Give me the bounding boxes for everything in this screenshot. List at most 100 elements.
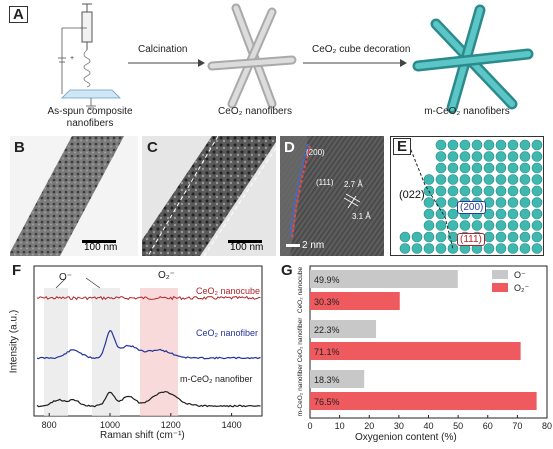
atom xyxy=(519,151,531,162)
atom xyxy=(495,243,507,254)
atom xyxy=(423,208,435,220)
caption-ceo2-nanofibers: CeO₂ nanofibers xyxy=(218,106,292,117)
bar-o2-minus xyxy=(310,392,537,410)
curve-label-m-nanofiber: m-CeO₂ nanofiber xyxy=(180,374,253,384)
bar-x-tick-label: 0 xyxy=(307,421,312,431)
atom xyxy=(495,231,507,243)
atom xyxy=(483,231,495,243)
panel-label-f: F xyxy=(12,262,22,279)
raman-xlabel: Raman shift (cm⁻¹) xyxy=(100,430,185,441)
arrow-icon xyxy=(198,59,205,67)
bar-o-minus xyxy=(310,270,458,288)
atom xyxy=(507,151,519,162)
scale-bar xyxy=(82,240,116,243)
raman-ylabel: Intensity (a.u.) xyxy=(8,309,20,374)
raman-x-tick-label: 1200 xyxy=(161,420,181,430)
bar-value-label: 76.5% xyxy=(314,397,340,407)
facet-outline xyxy=(408,144,454,250)
scale-bar-label: 100 nm xyxy=(230,242,264,253)
bar-o-minus xyxy=(310,320,377,338)
facet-label-200: (200) xyxy=(457,201,487,214)
electrospinning-setup-icon: + xyxy=(58,3,121,109)
bar-x-tick-label: 20 xyxy=(364,421,374,431)
panel-g-bar-chart: 49.9% 30.3% 22.3% 71.1% 18.3% 76.5% 0 10 20 30 40… xyxy=(297,265,552,431)
atom xyxy=(435,139,447,151)
scale-bar xyxy=(228,240,262,243)
atom xyxy=(495,139,507,151)
o-minus-label: O⁻ xyxy=(59,272,73,283)
atom xyxy=(519,174,531,185)
panel-f-raman-chart: 800 1000 1200 1400 xyxy=(33,265,263,430)
atom xyxy=(483,162,495,174)
raman-curve-nanofiber xyxy=(36,329,261,360)
bar-category-label: m-CeO₂ nanofiber xyxy=(297,363,304,416)
facet-label-022: (022) xyxy=(399,189,425,201)
atom xyxy=(447,151,459,162)
atom xyxy=(519,243,531,254)
scale-bar xyxy=(286,244,300,247)
panel-d-hrtem-image: (200) (111) 2.7 Å 3.1 Å 2 nm xyxy=(280,136,384,256)
svg-text:+: + xyxy=(70,55,74,62)
bar-value-label: 30.3% xyxy=(314,297,340,307)
atom xyxy=(423,174,435,185)
bar-o-minus xyxy=(310,370,365,388)
panel-label-d: D xyxy=(284,139,295,156)
atom xyxy=(507,162,519,174)
atom xyxy=(435,162,447,174)
atom xyxy=(483,151,495,162)
legend-swatch xyxy=(492,283,508,292)
atom xyxy=(495,197,507,208)
atom xyxy=(507,208,519,220)
panel-b-tem-image: 100 nm xyxy=(10,136,138,256)
legend-label: O₂⁻ xyxy=(514,283,529,293)
atom xyxy=(507,231,519,243)
atom xyxy=(411,243,423,254)
ceo2-nanofibers-icon xyxy=(207,3,297,109)
bar-x-tick-label: 80 xyxy=(542,421,552,431)
bar-value-label: 22.3% xyxy=(314,325,340,335)
atom xyxy=(531,174,543,185)
raman-curve-nanocube xyxy=(36,295,261,301)
atom xyxy=(423,197,435,208)
atom xyxy=(435,197,447,208)
step-cube-decoration: CeO₂ cube decoration xyxy=(312,44,411,55)
bar-category-label: CeO₂ nanofiber xyxy=(297,317,304,363)
atom xyxy=(531,151,543,162)
atom xyxy=(519,197,531,208)
atom xyxy=(507,243,519,254)
atom xyxy=(471,174,483,185)
bar-x-tick-label: 50 xyxy=(453,421,463,431)
panel-e-atomic-model: (022) (200) (111) xyxy=(390,136,544,256)
atom xyxy=(423,243,435,254)
curve-label-nanofiber: CeO₂ nanofiber xyxy=(196,328,259,338)
atom xyxy=(495,208,507,220)
atom xyxy=(459,220,471,231)
atom xyxy=(507,197,519,208)
atom xyxy=(459,174,471,185)
atom xyxy=(447,139,459,151)
lattice-label-200: (200) xyxy=(306,148,325,157)
atom xyxy=(531,231,543,243)
d-spacing-1: 2.7 Å xyxy=(344,180,363,189)
raman-curve-m-nanofiber xyxy=(36,391,261,408)
bar-o2-minus xyxy=(310,292,400,310)
bar-o2-minus xyxy=(310,342,521,360)
atom xyxy=(495,185,507,197)
caption-as-spun-line2: nanofibers xyxy=(66,118,114,129)
atom xyxy=(447,208,459,220)
atom xyxy=(531,139,543,151)
panel-label-b: B xyxy=(14,139,25,156)
atom xyxy=(435,231,447,243)
atom xyxy=(483,139,495,151)
atom xyxy=(531,243,543,254)
atom xyxy=(495,151,507,162)
atom xyxy=(435,208,447,220)
raman-x-tick-label: 800 xyxy=(42,420,57,430)
atom xyxy=(495,162,507,174)
atom xyxy=(519,162,531,174)
atom xyxy=(531,185,543,197)
atom xyxy=(531,162,543,174)
bar-category-label: CeO₂ nanocube xyxy=(297,266,304,313)
atom xyxy=(435,185,447,197)
d-spacing-2: 3.1 Å xyxy=(352,212,371,221)
